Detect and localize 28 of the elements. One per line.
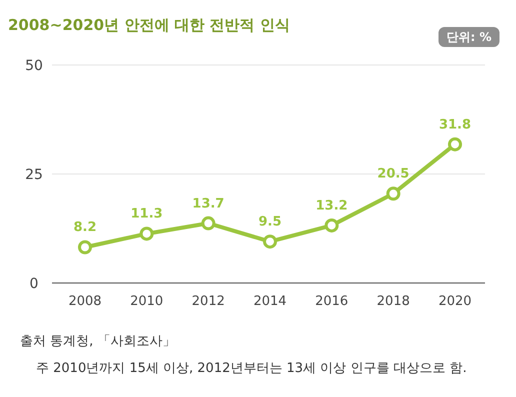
- data-label: 31.8: [438, 117, 472, 132]
- x-tick-label: 2018: [376, 294, 410, 309]
- y-tick-label: 50: [25, 58, 43, 74]
- x-tick-label: 2012: [192, 294, 225, 309]
- data-label: 8.2: [73, 220, 97, 236]
- x-tick-label: 2014: [253, 294, 287, 309]
- y-tick-label: 0: [30, 276, 38, 292]
- point: [78, 240, 92, 254]
- point: [201, 216, 216, 230]
- x-tick-label: 2010: [130, 294, 164, 309]
- y-tick-label: 25: [25, 167, 43, 183]
- text: 주 2010년까지 15세 이상, 2012년부터는 13세 이상 인구를 대상으로 함.: [36, 361, 467, 376]
- text: 단위: %: [446, 30, 492, 44]
- x-tick-label: 2020: [438, 294, 472, 309]
- point: [140, 226, 154, 241]
- data-label: 9.5: [258, 214, 282, 230]
- point: [448, 137, 462, 152]
- data-label: 13.2: [316, 198, 348, 214]
- chart-title: 2008~2020년 안전에 대한 전반적 인식: [8, 16, 290, 34]
- point: [263, 234, 277, 249]
- data-label: 13.7: [192, 196, 224, 212]
- x-tick-label: 2008: [68, 294, 102, 309]
- source-note: 출처 통계청, 「사회조사」: [20, 334, 176, 349]
- x-tick-label: 2016: [315, 294, 348, 309]
- point: [386, 186, 400, 201]
- point: [324, 218, 339, 232]
- data-label: 11.3: [130, 206, 163, 222]
- data-label: 20.5: [377, 166, 410, 182]
